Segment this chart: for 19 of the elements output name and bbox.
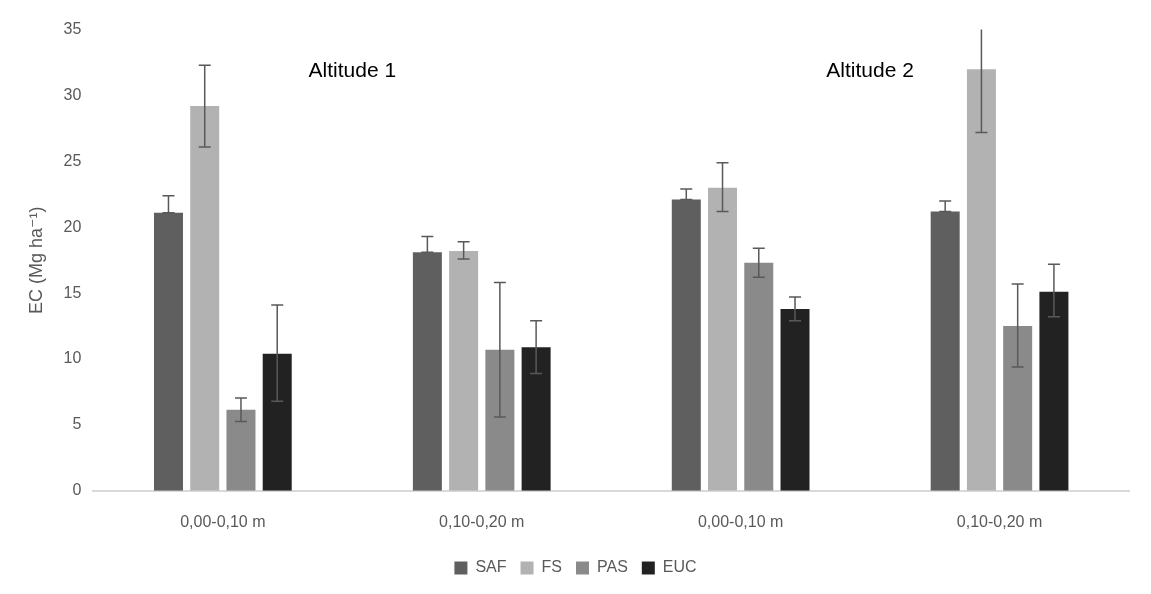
y-tick-label: 20 xyxy=(63,217,82,235)
x-tick-label: 0,10-0,20 m xyxy=(439,512,525,530)
y-tick-label: 35 xyxy=(63,20,82,38)
y-tick-label: 30 xyxy=(63,85,82,103)
legend-label: EUC xyxy=(662,558,697,576)
x-tick-label: 0,10-0,20 m xyxy=(956,512,1043,530)
x-tick-label: 0,00-0,10 m xyxy=(697,512,784,530)
y-tick-label: 0 xyxy=(72,481,82,499)
y-axis-title: EC (Mg ha⁻¹) xyxy=(25,206,46,314)
annotation: Altitude 1 xyxy=(308,58,397,82)
legend-label: SAF xyxy=(475,558,507,576)
y-tick-label: 15 xyxy=(63,283,82,301)
x-tick-label: 0,00-0,10 m xyxy=(180,512,266,530)
legend-label: PAS xyxy=(596,558,628,576)
annotation: Altitude 2 xyxy=(826,58,914,82)
y-tick-label: 10 xyxy=(63,349,82,367)
y-tick-label: 5 xyxy=(72,415,82,433)
legend-label: FS xyxy=(541,558,562,576)
y-tick-label: 25 xyxy=(63,151,82,169)
